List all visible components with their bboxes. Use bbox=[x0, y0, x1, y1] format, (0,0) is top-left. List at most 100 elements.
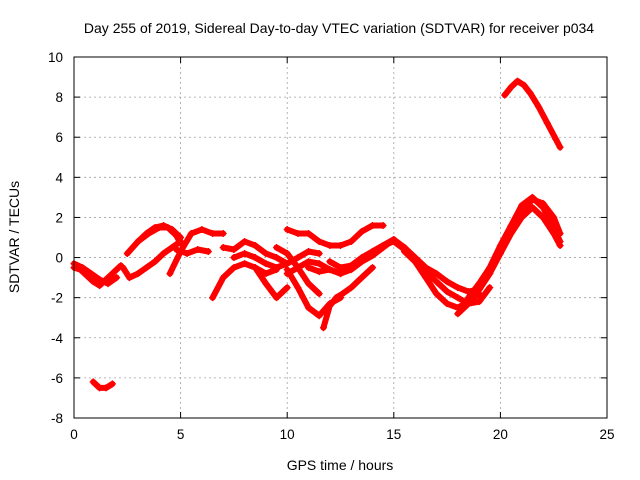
data-point-plus bbox=[550, 229, 558, 237]
data-point-plus bbox=[209, 294, 217, 302]
data-point-plus bbox=[400, 248, 408, 256]
x-tick-label: 25 bbox=[599, 427, 614, 442]
data-point-plus bbox=[134, 270, 142, 278]
data-point-plus bbox=[520, 81, 528, 89]
data-point-plus bbox=[535, 103, 543, 111]
data-point-plus bbox=[89, 278, 97, 286]
series-track-26 bbox=[501, 77, 564, 151]
data-point-plus bbox=[262, 260, 270, 268]
y-tick-label: 4 bbox=[55, 170, 63, 185]
data-point-plus bbox=[230, 264, 238, 272]
data-point-plus bbox=[390, 238, 398, 246]
data-point-plus bbox=[337, 270, 344, 278]
x-tick-label: 10 bbox=[280, 427, 295, 442]
data-point-plus bbox=[454, 310, 462, 318]
data-point-plus bbox=[113, 266, 121, 274]
y-tick-label: 2 bbox=[55, 210, 63, 225]
data-point-plus bbox=[305, 264, 313, 272]
data-point-plus bbox=[151, 258, 159, 266]
data-point-plus bbox=[315, 238, 323, 246]
data-point-plus bbox=[443, 288, 451, 296]
data-point-plus bbox=[294, 229, 302, 237]
series-track-06 bbox=[134, 221, 185, 246]
data-series bbox=[70, 77, 564, 392]
data-point-plus bbox=[443, 300, 451, 308]
data-point-plus bbox=[358, 274, 366, 282]
data-point-plus bbox=[454, 294, 462, 302]
y-tick-label: -8 bbox=[51, 411, 63, 426]
data-point-plus bbox=[305, 304, 313, 312]
data-point-plus bbox=[305, 248, 313, 256]
data-point-plus bbox=[204, 248, 212, 256]
data-point-plus bbox=[315, 250, 323, 258]
data-point-plus bbox=[486, 270, 494, 278]
data-point-plus bbox=[160, 221, 168, 229]
data-point-plus bbox=[283, 250, 291, 258]
series-track-03 bbox=[89, 378, 116, 392]
data-point-plus bbox=[379, 221, 387, 229]
x-tick-label: 15 bbox=[386, 427, 401, 442]
data-point-plus bbox=[305, 229, 313, 237]
series-track-02 bbox=[70, 260, 121, 288]
data-point-plus bbox=[251, 242, 259, 250]
series-track-line bbox=[465, 194, 564, 301]
data-point-plus bbox=[104, 280, 112, 288]
data-point-plus bbox=[368, 252, 376, 260]
data-point-plus bbox=[89, 378, 97, 386]
data-point-plus bbox=[513, 77, 521, 85]
data-point-plus bbox=[518, 201, 526, 209]
data-point-plus bbox=[326, 242, 334, 250]
y-tick-label: -2 bbox=[51, 291, 63, 306]
series-track-08 bbox=[172, 246, 212, 258]
data-point-plus bbox=[315, 312, 323, 320]
data-point-plus bbox=[241, 250, 249, 258]
data-point-plus bbox=[315, 260, 323, 268]
data-point-plus bbox=[556, 242, 564, 250]
axis-ticks: 0 5 10 15 20 25 -8 -6 -4 -2 0 2 4 6 8 10 bbox=[48, 50, 615, 442]
data-point-plus bbox=[142, 229, 150, 237]
data-point-plus bbox=[379, 242, 387, 250]
data-point-plus bbox=[305, 258, 313, 266]
data-point-plus bbox=[347, 238, 355, 246]
data-point-plus bbox=[443, 278, 451, 286]
data-point-plus bbox=[198, 225, 206, 233]
data-point-plus bbox=[166, 270, 174, 278]
data-point-plus bbox=[194, 246, 202, 254]
data-point-plus bbox=[87, 270, 95, 278]
data-point-plus bbox=[96, 384, 104, 392]
data-point-plus bbox=[160, 250, 168, 258]
data-point-plus bbox=[347, 262, 355, 270]
data-point-plus bbox=[432, 270, 440, 278]
data-point-plus bbox=[142, 264, 150, 272]
data-point-plus bbox=[251, 264, 259, 272]
data-point-plus bbox=[464, 300, 472, 308]
series-track-12 bbox=[251, 264, 291, 302]
data-point-plus bbox=[113, 274, 121, 282]
data-point-plus bbox=[475, 286, 483, 294]
data-point-plus bbox=[501, 91, 509, 99]
data-point-plus bbox=[273, 244, 281, 252]
data-point-plus bbox=[219, 244, 227, 252]
series-track-line bbox=[120, 238, 184, 281]
data-point-plus bbox=[368, 221, 376, 229]
data-point-plus bbox=[326, 258, 334, 266]
series-track-15 bbox=[319, 264, 376, 332]
data-point-plus bbox=[422, 268, 430, 276]
data-point-plus bbox=[294, 264, 302, 272]
data-point-plus bbox=[552, 135, 560, 143]
data-point-plus bbox=[273, 254, 281, 262]
y-tick-label: 10 bbox=[48, 50, 63, 65]
data-point-plus bbox=[230, 254, 238, 262]
data-point-plus bbox=[528, 193, 536, 201]
series-track-line bbox=[135, 222, 184, 245]
data-point-plus bbox=[273, 264, 281, 272]
data-point-plus bbox=[119, 264, 127, 272]
data-point-plus bbox=[283, 260, 291, 268]
data-point-plus bbox=[187, 229, 195, 237]
data-point-plus bbox=[151, 223, 159, 231]
data-point-plus bbox=[464, 294, 472, 302]
data-point-plus bbox=[177, 234, 185, 241]
series-track-16 bbox=[283, 221, 387, 250]
series-track-line bbox=[90, 378, 116, 391]
